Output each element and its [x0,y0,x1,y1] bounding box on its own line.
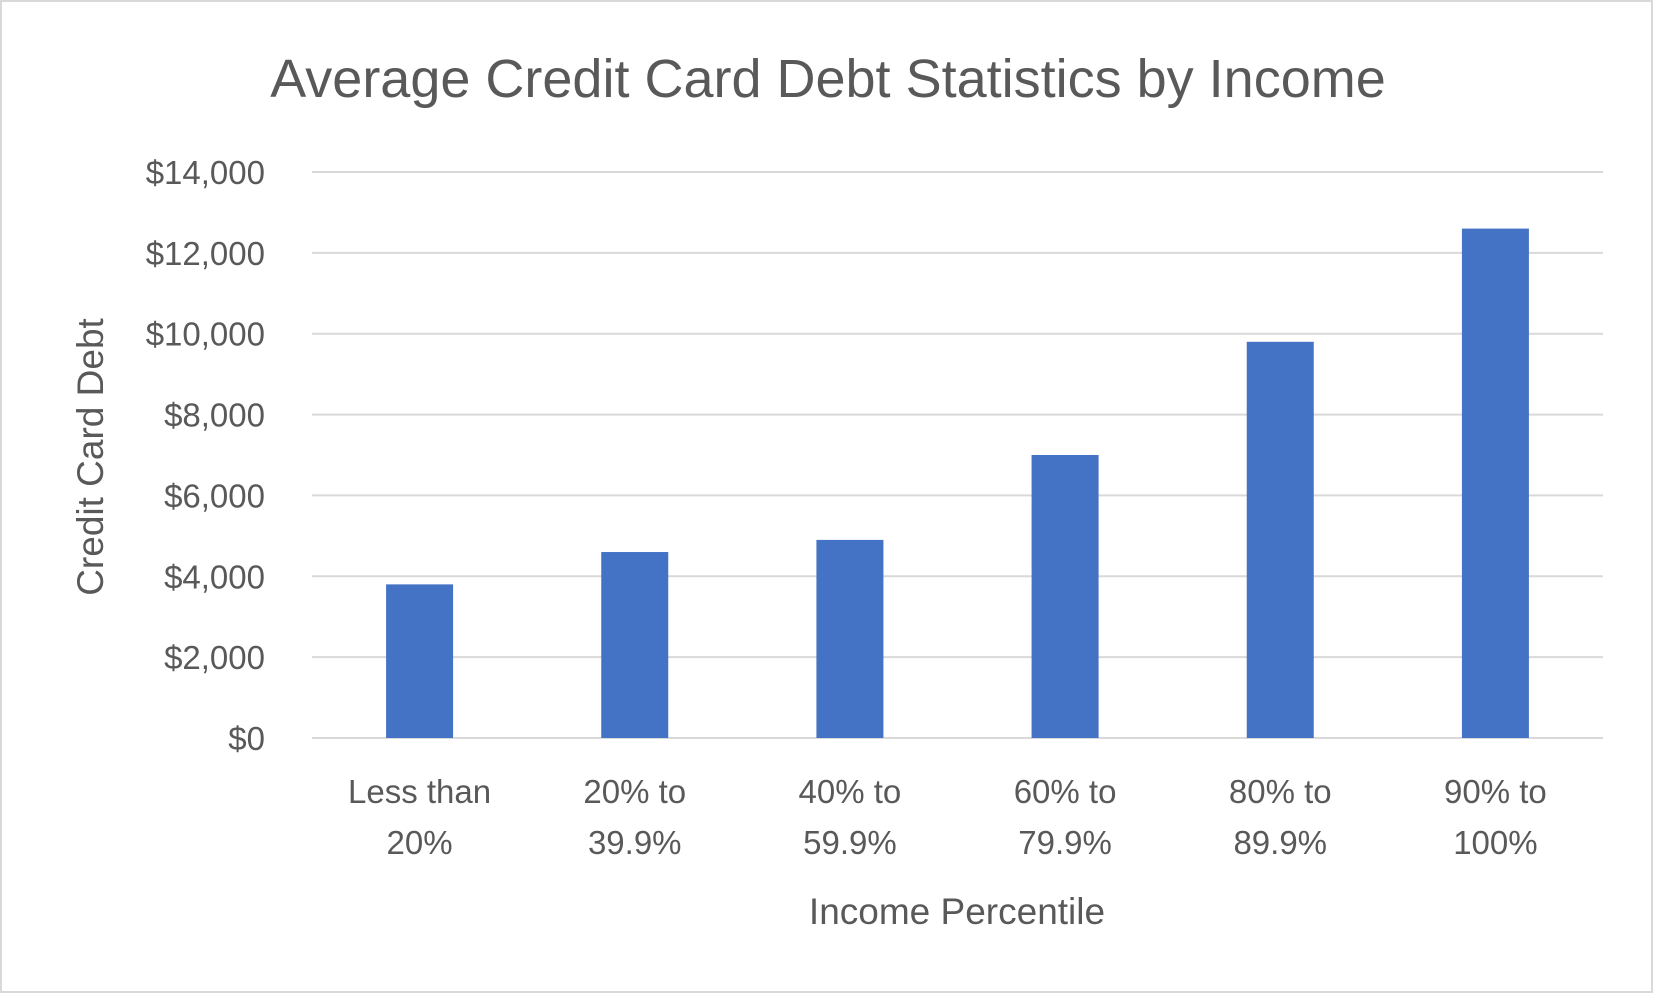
bar [1031,455,1099,738]
x-category-label: Less than 20% [348,773,491,861]
y-tick-label: $0 [228,720,265,757]
gridlines [312,171,1603,739]
x-category-label: 80% to 89.9% [1229,773,1332,861]
bar [816,539,884,738]
x-category-label: 40% to 59.9% [799,773,902,861]
bar [386,584,454,738]
bar [1461,228,1529,738]
x-axis-title: Income Percentile [809,891,1105,932]
y-axis-tick-labels: $0 $2,000 $4,000 $6,000 $8,000 $10,000 $12,000… [146,154,265,757]
bars [386,228,1529,738]
y-tick-label: $6,000 [164,477,265,514]
x-category-label: 90% to 100% [1444,773,1547,861]
y-tick-label: $4,000 [164,558,265,595]
x-axis-category-labels: Less than 20% 20% to 39.9% 40% to 59.9% 60% to… [348,773,1547,861]
x-category-label: 60% to 79.9% [1014,773,1117,861]
y-tick-label: $8,000 [164,397,265,434]
y-tick-label: $10,000 [146,316,265,353]
y-tick-label: $2,000 [164,639,265,676]
x-category-label: 20% to 39.9% [583,773,686,861]
y-tick-label: $14,000 [146,154,265,191]
y-tick-label: $12,000 [146,235,265,272]
y-axis-title: Credit Card Debt [70,317,111,595]
chart-title: Average Credit Card Debt Statistics by I… [270,49,1386,109]
bar [1246,341,1314,738]
bar [601,552,669,738]
